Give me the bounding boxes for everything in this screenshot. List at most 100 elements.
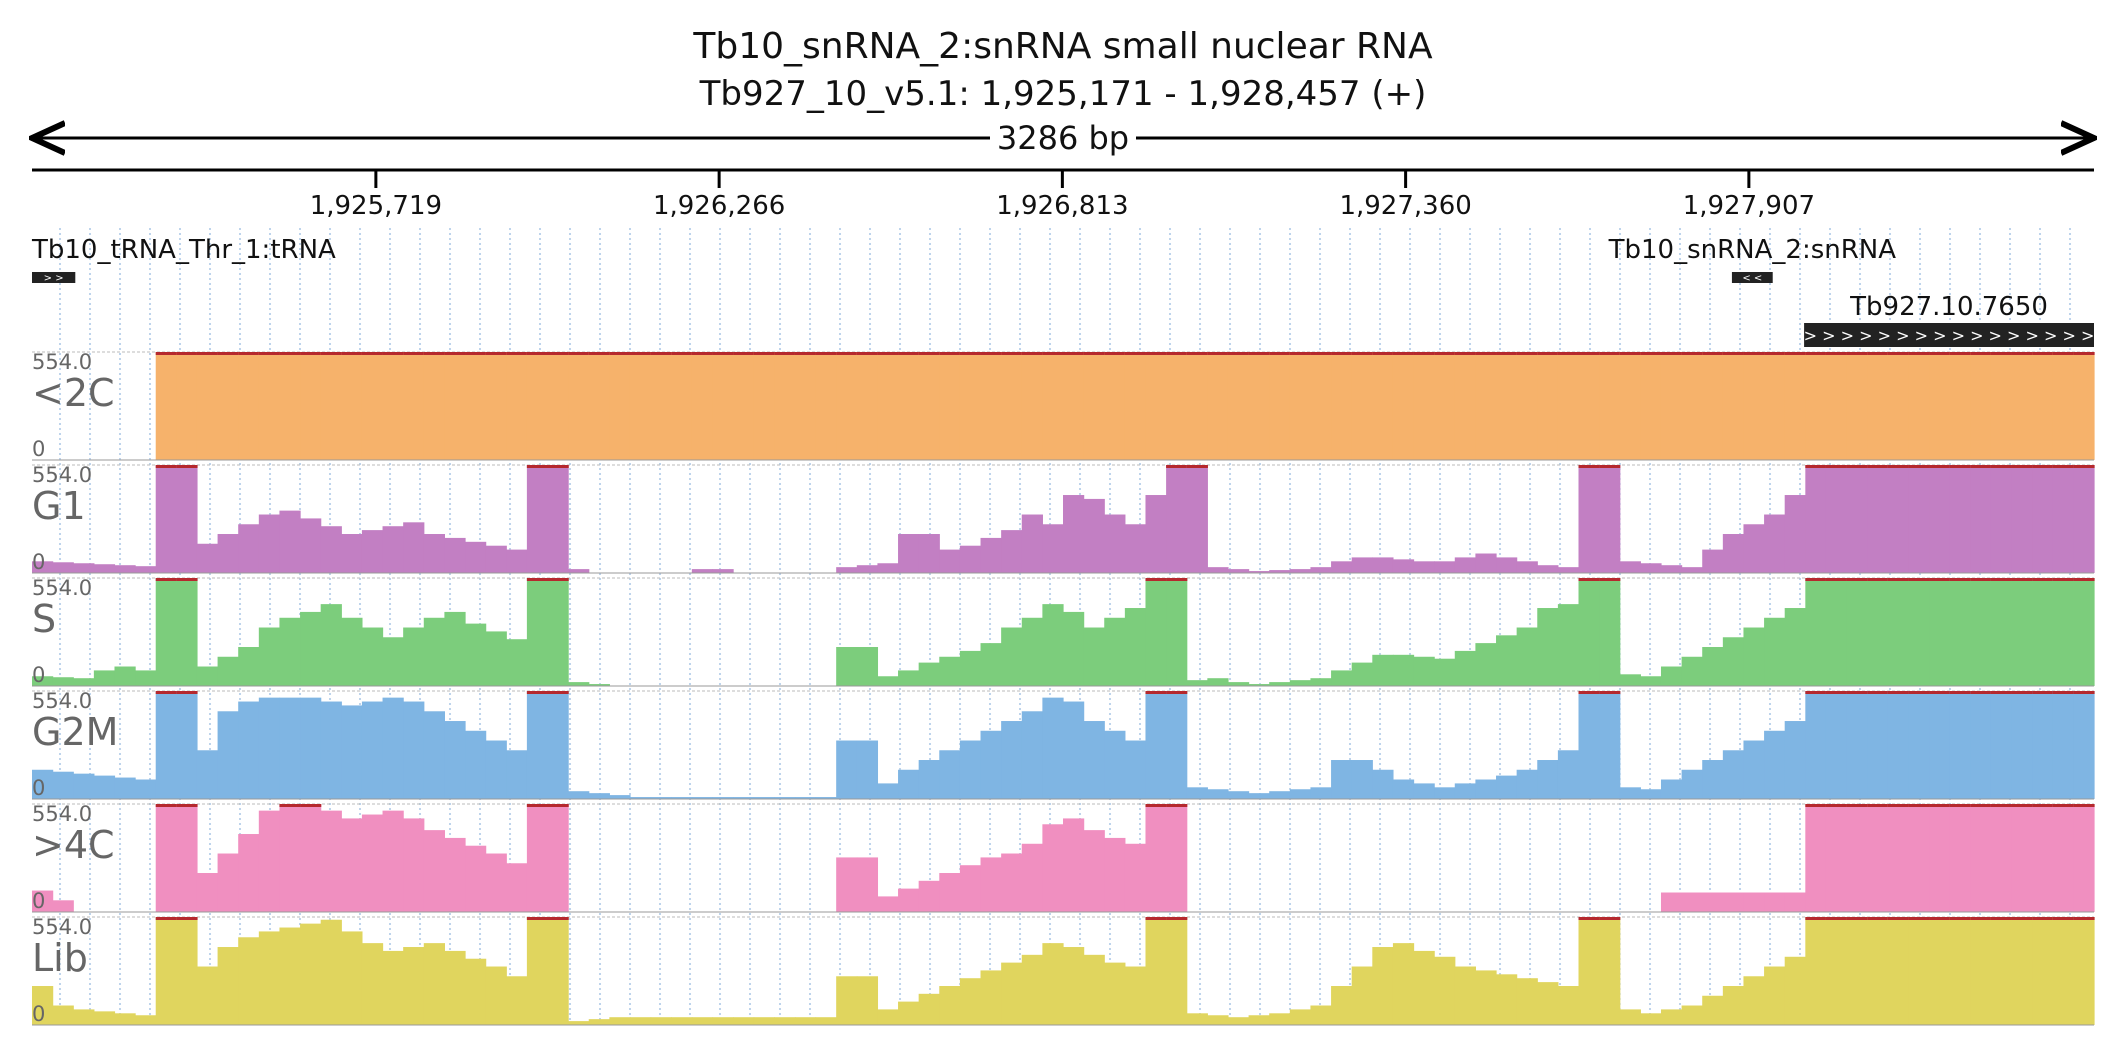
clip-marker <box>547 352 569 355</box>
coverage-bar <box>1001 352 1023 460</box>
coverage-bar <box>1001 721 1023 799</box>
coverage-bar <box>1949 352 1971 460</box>
coverage-bar <box>176 691 198 799</box>
coverage-bar <box>1867 691 1889 799</box>
coverage-bar <box>1310 787 1332 799</box>
coverage-bar <box>444 837 466 912</box>
coverage-bar <box>32 561 54 573</box>
coverage-bar <box>1908 804 1930 912</box>
coverage-bar <box>485 966 507 1025</box>
coverage-bar <box>1207 789 1229 799</box>
coverage-bar <box>980 352 1002 460</box>
coverage-bar <box>898 352 920 460</box>
track-name-label: S <box>32 597 56 641</box>
clip-marker <box>959 352 982 355</box>
coverage-bar <box>898 534 920 573</box>
clip-marker <box>1042 352 1064 355</box>
ruler-tick-label: 1,926,266 <box>653 191 785 221</box>
clip-marker <box>217 352 239 355</box>
coverage-bar <box>1186 680 1208 686</box>
coverage-bar <box>1846 578 1868 686</box>
coverage-bar <box>155 578 177 686</box>
coverage-bar <box>1186 352 1208 460</box>
clip-marker <box>1805 804 1827 807</box>
coverage-bar <box>836 352 858 460</box>
coverage-bar <box>1145 691 1167 799</box>
coverage-bar <box>1825 465 1848 573</box>
coverage-bar <box>1887 917 1910 1025</box>
coverage-bar <box>1227 1017 1250 1025</box>
coverage-bar <box>279 697 301 799</box>
clip-marker <box>2032 804 2054 807</box>
coverage-bar <box>1867 465 1889 573</box>
coverage-bar <box>526 804 549 912</box>
coverage-bar <box>1413 352 1435 460</box>
clip-marker <box>1825 917 1848 920</box>
feature-strand-glyph: > > <box>44 273 64 284</box>
coverage-bar <box>1434 658 1456 686</box>
coverage-bar <box>382 526 404 573</box>
coverage-bar <box>217 534 239 573</box>
coverage-bar <box>1104 730 1126 799</box>
coverage-bar <box>1887 352 1910 460</box>
coverage-bar <box>1063 701 1085 799</box>
coverage-bar <box>382 950 404 1025</box>
coverage-bar <box>753 352 775 460</box>
coverage-bar <box>1042 604 1064 686</box>
coverage-bar <box>856 352 879 460</box>
clip-marker <box>1413 352 1435 355</box>
coverage-bar <box>712 352 734 460</box>
coverage-bar <box>1887 691 1910 799</box>
clip-marker <box>1166 804 1188 807</box>
clip-marker <box>1887 691 1910 694</box>
coverage-bar <box>1269 352 1291 460</box>
coverage-bar <box>238 834 260 912</box>
coverage-bar <box>1640 676 1662 686</box>
coverage-bar <box>176 352 198 460</box>
coverage-bar <box>1269 1013 1291 1025</box>
coverage-bar <box>1166 917 1188 1025</box>
coverage-bar <box>1743 627 1765 686</box>
track-name-label: Lib <box>32 936 88 980</box>
clip-marker <box>2073 465 2095 468</box>
coverage-bar <box>1124 966 1147 1025</box>
clip-marker <box>918 352 940 355</box>
clip-marker <box>1269 352 1291 355</box>
coverage-bar <box>1392 559 1415 573</box>
clip-marker <box>1990 804 2013 807</box>
coverage-bar <box>1764 966 1786 1025</box>
coverage-bar <box>609 795 631 799</box>
clip-marker <box>1825 691 1848 694</box>
clip-marker <box>1784 352 1806 355</box>
coverage-bar <box>73 1009 95 1025</box>
coverage-bar <box>1784 495 1806 573</box>
clip-marker <box>1207 352 1229 355</box>
coverage-bar <box>815 1017 837 1025</box>
coverage-bar <box>114 666 136 686</box>
clip-marker <box>155 691 177 694</box>
clip-marker <box>1166 917 1188 920</box>
clip-marker <box>1949 917 1971 920</box>
coverage-bar <box>898 670 920 686</box>
coverage-bar <box>1743 740 1765 799</box>
coverage-bar <box>1867 578 1889 686</box>
clip-marker <box>155 465 177 468</box>
coverage-bar <box>1743 976 1765 1025</box>
coverage-bar <box>2052 691 2074 799</box>
coverage-bar <box>341 617 363 686</box>
clip-marker <box>1475 352 1497 355</box>
coverage-bar <box>279 352 301 460</box>
coverage-bar <box>2052 352 2074 460</box>
clip-marker <box>1846 804 1868 807</box>
coverage-bar <box>1104 837 1126 912</box>
coverage-bar <box>1289 352 1312 460</box>
coverage-bar <box>856 565 879 573</box>
coverage-bar <box>403 947 425 1025</box>
coverage-bar <box>1784 352 1806 460</box>
ruler-tick-label: 1,927,907 <box>1683 191 1815 221</box>
coverage-bar <box>465 845 487 912</box>
coverage-bar <box>1537 352 1559 460</box>
coverage-bar <box>1970 352 1992 460</box>
clip-marker <box>1990 691 2013 694</box>
coverage-bar <box>52 771 74 799</box>
